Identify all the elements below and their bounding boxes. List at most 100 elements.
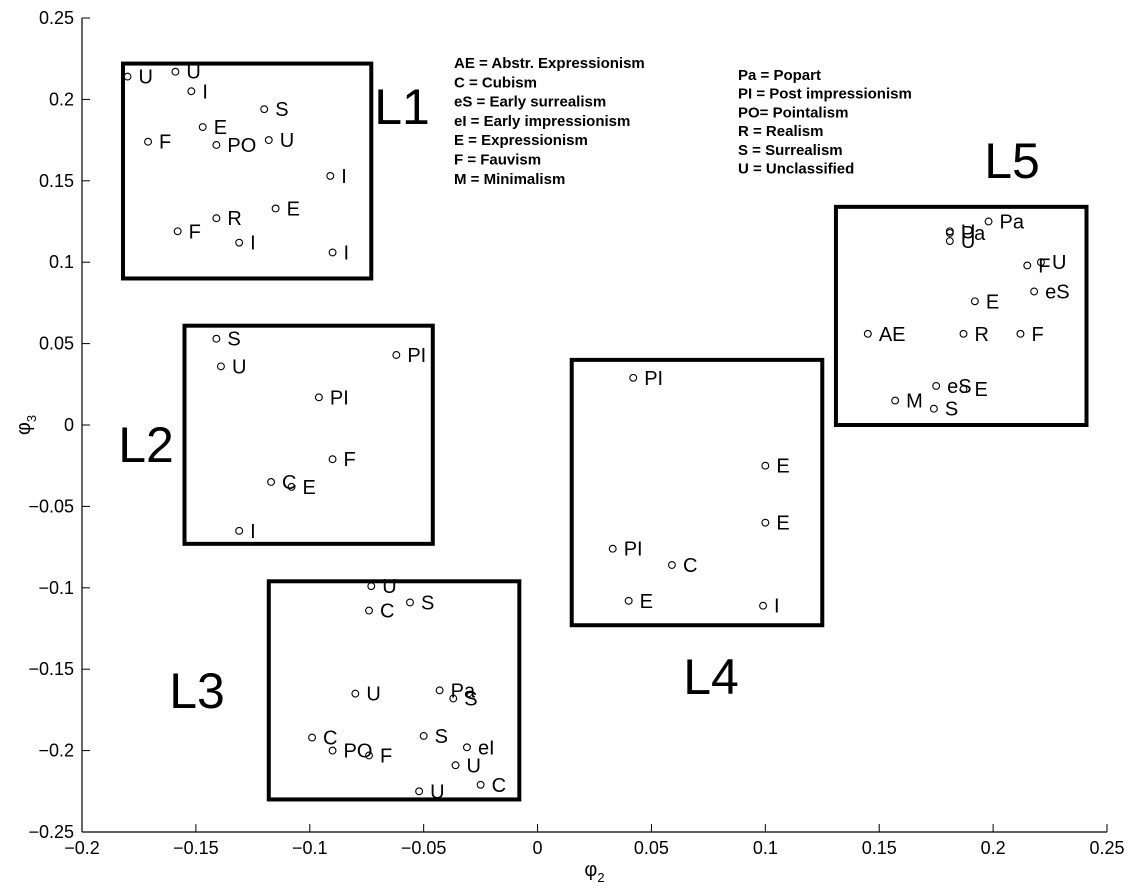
- data-point: [260, 105, 269, 114]
- legend-entry: eI = Early impressionism: [454, 113, 630, 130]
- data-point-label: Pa: [1000, 212, 1025, 234]
- y-axis-title-subscript: 3: [24, 415, 39, 422]
- data-point-label: U: [280, 130, 294, 152]
- data-point: [761, 518, 770, 527]
- data-point-label: eS: [947, 376, 971, 398]
- data-point: [144, 137, 153, 146]
- data-point-label: Pa: [451, 680, 476, 702]
- data-point: [314, 393, 323, 402]
- data-point-label: E: [776, 513, 789, 535]
- data-point: [326, 171, 335, 180]
- data-point: [235, 526, 244, 535]
- data-point-label: E: [986, 291, 999, 313]
- data-point: [415, 787, 424, 796]
- data-point-label: PO: [227, 135, 256, 157]
- x-tick-label: 0.05: [634, 838, 669, 858]
- data-point: [863, 329, 872, 338]
- data-point-label: U: [366, 684, 380, 706]
- cluster-label: L2: [118, 417, 174, 473]
- legend-entry: S = Surrealism: [738, 142, 843, 159]
- data-point-label: F: [344, 449, 356, 471]
- data-point-label: PI: [644, 368, 663, 390]
- data-point: [351, 689, 360, 698]
- legend-entry: PO= Pointalism: [738, 104, 848, 121]
- data-point: [212, 141, 221, 149]
- data-point-label: U: [961, 221, 975, 243]
- x-tick-label: −0.1: [292, 838, 328, 858]
- data-point: [435, 686, 444, 695]
- data-point-label: PI: [624, 539, 643, 561]
- legend-entry: eS = Early surrealism: [454, 94, 606, 111]
- data-point-label: S: [464, 689, 477, 711]
- data-point: [287, 482, 296, 491]
- data-point: [945, 228, 954, 237]
- data-point-label: I: [344, 242, 350, 264]
- cluster-label: L3: [169, 663, 225, 719]
- cluster-box: [569, 357, 825, 628]
- y-tick-label: −0.25: [28, 822, 74, 842]
- cluster-box: [266, 579, 522, 802]
- x-tick-label: −0.15: [173, 838, 219, 858]
- y-tick-label: 0.15: [39, 171, 74, 191]
- data-point: [271, 204, 280, 213]
- x-axis-title-symbol: φ: [584, 859, 597, 881]
- legend-entry: PI = Post impressionism: [738, 86, 912, 103]
- data-point: [328, 746, 337, 755]
- cluster-boxes: L1 L2 L3 L4 L5: [118, 61, 1089, 802]
- data-point-label: R: [227, 208, 241, 230]
- data-point: [761, 461, 770, 470]
- data-point-label: I: [250, 233, 256, 255]
- data-point: [328, 248, 337, 257]
- data-point-label: C: [323, 728, 337, 750]
- data-point-label: E: [214, 117, 227, 139]
- data-point: [759, 601, 768, 610]
- data-point: [365, 751, 373, 760]
- data-point-label: E: [975, 379, 988, 401]
- data-point: [932, 381, 941, 390]
- data-point-label: S: [421, 592, 434, 614]
- data-point-label: U: [382, 576, 396, 598]
- data-point-label: S: [227, 329, 240, 351]
- data-point-label: F: [1031, 324, 1043, 346]
- data-point-label: U: [1052, 252, 1066, 274]
- data-point: [328, 455, 337, 464]
- y-tick-label: 0.2: [49, 89, 74, 109]
- data-point: [629, 373, 638, 382]
- data-point: [970, 297, 979, 306]
- data-point-label: S: [945, 399, 958, 421]
- y-tick-label: −0.05: [28, 496, 74, 516]
- data-point: [419, 731, 428, 740]
- data-point: [449, 694, 458, 703]
- data-point: [667, 561, 676, 569]
- legend-entry: F = Fauvism: [454, 152, 541, 169]
- data-point-label: F: [159, 132, 171, 154]
- data-point-label: Pa: [961, 223, 986, 245]
- data-point-label: U: [961, 231, 975, 253]
- data-point: [929, 404, 938, 413]
- data-point: [264, 136, 273, 145]
- y-tick-label: −0.15: [28, 659, 74, 679]
- data-point: [1030, 287, 1039, 296]
- cluster-box: [182, 323, 435, 546]
- y-tick-label: −0.1: [38, 578, 74, 598]
- data-point: [451, 761, 460, 770]
- data-point-label: AE: [879, 324, 906, 346]
- data-point-label: I: [341, 166, 347, 188]
- data-point-label: C: [683, 555, 697, 577]
- data-point-label: U: [430, 781, 444, 803]
- data-point: [392, 351, 401, 359]
- legend-entry: C = Cubism: [454, 74, 537, 91]
- data-point-label: R: [975, 324, 989, 346]
- data-point-label: C: [282, 472, 296, 494]
- data-point-label: U: [232, 356, 246, 378]
- data-point-label: F: [380, 745, 392, 767]
- data-point: [891, 396, 900, 405]
- y-axis-title: φ3: [13, 415, 39, 435]
- data-point: [608, 544, 617, 553]
- data-point-label: U: [467, 755, 481, 777]
- data-point-label: F: [189, 221, 201, 243]
- data-point: [462, 743, 471, 752]
- data-point-label: PI: [407, 345, 426, 367]
